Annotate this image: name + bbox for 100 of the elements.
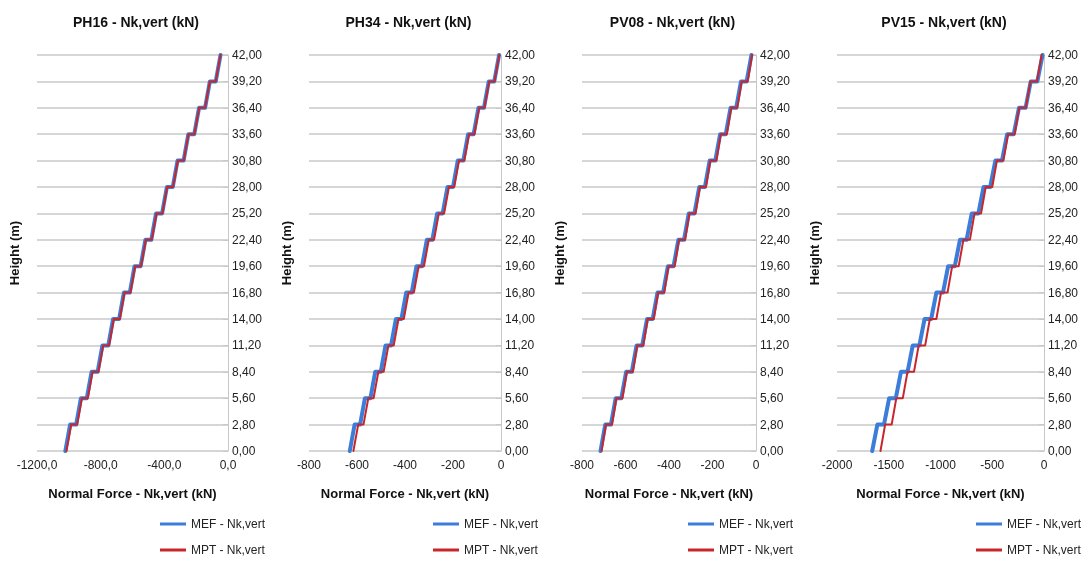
y-tick-label: 22,40 <box>760 232 791 247</box>
x-tick-label: -500 <box>980 458 1005 472</box>
y-tick-label: 16,80 <box>505 285 536 300</box>
x-tick-label: -400 <box>392 458 418 472</box>
chart-title: PH16 - Nk,vert (kN) <box>72 14 200 30</box>
y-tick-label: 8,40 <box>760 364 784 379</box>
x-axis-title: Normal Force - Nk,vert (kN) <box>48 486 217 501</box>
legend-label: MPT - Nk,vert <box>1007 543 1082 557</box>
x-tick-label: -200 <box>440 458 466 472</box>
y-tick-label: 39,20 <box>505 74 536 89</box>
y-tick-label: 5,60 <box>1048 391 1072 406</box>
y-tick-label: 5,60 <box>232 391 256 406</box>
y-tick-label: 36,40 <box>232 100 263 115</box>
y-axis-title: Height (m) <box>807 220 822 286</box>
y-tick-label: 2,80 <box>505 417 529 432</box>
legend-label: MEF - Nk,vert <box>464 517 539 531</box>
y-tick-label: 36,40 <box>505 100 536 115</box>
y-tick-label: 14,00 <box>760 312 791 326</box>
legend-label: MEF - Nk,vert <box>191 517 266 531</box>
y-tick-label: 16,80 <box>760 285 791 300</box>
y-tick-label: 30,80 <box>232 153 263 168</box>
x-tick-label: 0,0 <box>219 458 237 472</box>
x-tick-label: -600 <box>613 458 638 472</box>
y-tick-label: 30,80 <box>1048 153 1079 168</box>
x-tick-label: -400 <box>656 458 682 472</box>
y-tick-label: 0,00 <box>1048 444 1072 458</box>
y-tick-label: 14,00 <box>505 312 536 326</box>
x-axis-title: Normal Force - Nk,vert (kN) <box>856 486 1025 501</box>
y-tick-label: 36,40 <box>760 100 791 115</box>
legend-label: MEF - Nk,vert <box>1007 517 1082 531</box>
y-tick-label: 33,60 <box>232 127 263 142</box>
x-tick-label: -1200,0 <box>16 458 58 472</box>
y-tick-label: 25,20 <box>505 206 536 221</box>
y-tick-label: 8,40 <box>232 364 256 379</box>
x-axis-title: Normal Force - Nk,vert (kN) <box>584 486 754 501</box>
y-tick-label: 8,40 <box>505 364 529 379</box>
y-tick-label: 33,60 <box>505 127 536 142</box>
chart-title: PV15 - Nk,vert (kN) <box>881 14 1007 30</box>
y-tick-label: 0,00 <box>760 444 784 458</box>
y-tick-label: 30,80 <box>760 153 791 168</box>
y-tick-label: 28,00 <box>505 180 536 194</box>
y-tick-label: 42,00 <box>232 48 263 62</box>
x-axis-title: Normal Force - Nk,vert (kN) <box>320 486 490 501</box>
y-tick-label: 5,60 <box>505 391 529 406</box>
y-tick-label: 0,00 <box>232 444 256 458</box>
y-tick-label: 19,60 <box>232 259 263 274</box>
y-tick-label: 28,00 <box>232 180 263 194</box>
y-tick-label: 5,60 <box>760 391 784 406</box>
y-tick-label: 14,00 <box>232 312 263 326</box>
x-tick-label: -400,0 <box>147 458 182 472</box>
y-tick-label: 39,20 <box>232 74 263 89</box>
y-tick-label: 39,20 <box>760 74 791 89</box>
chart-title: PH34 - Nk,vert (kN) <box>345 14 472 30</box>
y-axis-title: Height (m) <box>7 220 22 286</box>
x-tick-label: -600 <box>344 458 370 472</box>
y-tick-label: 42,00 <box>760 48 791 62</box>
y-tick-label: 19,60 <box>1048 259 1079 274</box>
y-axis-title: Height (m) <box>279 220 294 286</box>
y-tick-label: 42,00 <box>505 48 536 62</box>
y-tick-label: 25,20 <box>760 206 791 221</box>
legend-label: MPT - Nk,vert <box>191 543 266 557</box>
y-tick-label: 0,00 <box>505 444 529 458</box>
chart-title: PV08 - Nk,vert (kN) <box>609 14 736 30</box>
y-tick-label: 25,20 <box>1048 206 1079 221</box>
legend-label: MPT - Nk,vert <box>719 543 794 557</box>
y-tick-label: 14,00 <box>1048 312 1079 326</box>
y-tick-label: 22,40 <box>505 232 536 247</box>
y-tick-label: 16,80 <box>1048 285 1079 300</box>
y-tick-label: 2,80 <box>232 417 256 432</box>
y-tick-label: 11,20 <box>505 338 535 353</box>
y-tick-label: 2,80 <box>760 417 784 432</box>
legend-label: MPT - Nk,vert <box>464 543 539 557</box>
y-tick-label: 11,20 <box>232 338 262 353</box>
y-axis-title: Height (m) <box>552 220 567 286</box>
y-tick-label: 30,80 <box>505 153 536 168</box>
y-tick-label: 19,60 <box>760 259 791 274</box>
y-tick-label: 33,60 <box>760 127 791 142</box>
y-tick-label: 11,20 <box>1048 338 1078 353</box>
x-tick-label: -800 <box>296 458 322 472</box>
y-tick-label: 42,00 <box>1048 48 1079 62</box>
x-tick-label: -1500 <box>873 458 905 472</box>
y-tick-label: 2,80 <box>1048 417 1072 432</box>
x-tick-label: -1000 <box>925 458 957 472</box>
y-tick-label: 8,40 <box>1048 364 1072 379</box>
x-tick-label: 0 <box>1040 458 1048 472</box>
x-tick-label: 0 <box>752 458 760 472</box>
y-tick-label: 28,00 <box>1048 180 1079 194</box>
y-tick-label: 22,40 <box>232 232 263 247</box>
y-tick-label: 22,40 <box>1048 232 1079 247</box>
x-tick-label: -200 <box>700 458 725 472</box>
x-tick-label: -2000 <box>821 458 853 472</box>
y-tick-label: 36,40 <box>1048 100 1079 115</box>
y-tick-label: 28,00 <box>760 180 791 194</box>
y-tick-label: 39,20 <box>1048 74 1079 89</box>
y-tick-label: 25,20 <box>232 206 263 221</box>
y-tick-label: 11,20 <box>760 338 790 353</box>
y-tick-label: 16,80 <box>232 285 263 300</box>
y-tick-label: 33,60 <box>1048 127 1079 142</box>
x-tick-label: 0 <box>497 458 505 472</box>
x-tick-label: -800,0 <box>83 458 118 472</box>
